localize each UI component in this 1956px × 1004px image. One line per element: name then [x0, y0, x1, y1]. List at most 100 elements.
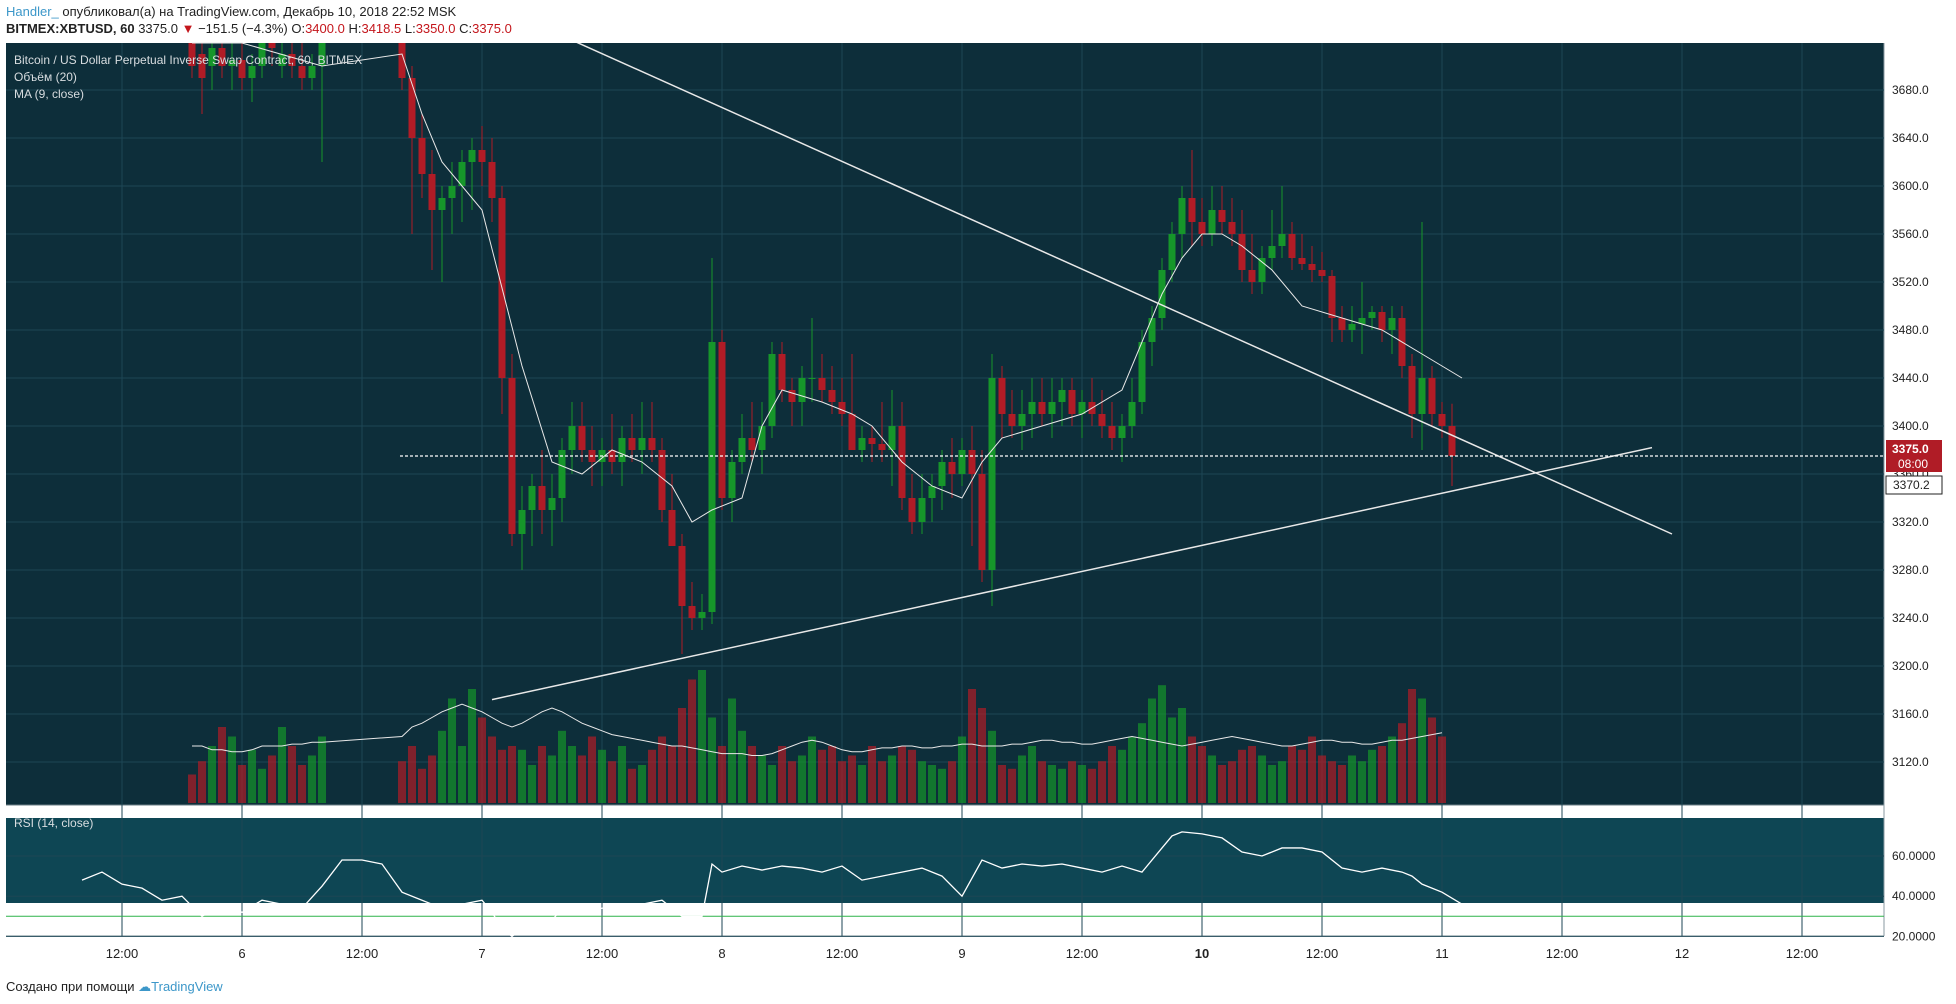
candle-body	[698, 612, 706, 618]
price-axis-labels: 3680.0 3640.0 3600.0 3560.0 3520.0 3480.0 3440…	[1885, 83, 1943, 769]
volume-bar	[208, 746, 216, 803]
volume-bar	[808, 736, 816, 803]
volume-bars	[188, 670, 1446, 803]
low-value: 3350.0	[415, 21, 456, 36]
candle-body	[568, 426, 576, 450]
price-change: −151.5 (−4.3%)	[198, 21, 288, 36]
volume-bar	[1438, 736, 1446, 803]
volume-bar	[1168, 717, 1176, 803]
candle-body	[1038, 402, 1046, 414]
volume-bar	[398, 761, 406, 803]
volume-bar	[818, 749, 826, 803]
volume-bar	[588, 736, 596, 803]
candle-body	[1428, 378, 1436, 414]
candle-body	[848, 414, 856, 450]
volume-bar	[1358, 761, 1366, 803]
volume-bar	[1008, 768, 1016, 803]
volume-bar	[558, 730, 566, 803]
price-tick-label: 3640.0	[1892, 131, 1929, 145]
volume-bar	[918, 761, 926, 803]
volume-bar	[1218, 765, 1226, 803]
volume-bar	[728, 698, 736, 803]
price-tick-label: 3520.0	[1892, 275, 1929, 289]
time-tick-label: 12:00	[1546, 946, 1579, 961]
candle-body	[858, 438, 866, 450]
candle-body	[958, 450, 966, 474]
tradingview-link[interactable]: TradingView	[151, 979, 223, 994]
candle-body	[228, 60, 236, 66]
candle-body	[188, 43, 196, 66]
candle-body	[768, 354, 776, 426]
last-price: 3375.0	[138, 21, 178, 36]
volume-bar	[608, 761, 616, 803]
candle-body	[638, 438, 646, 450]
published-info: Handler_ опубликовал(а) на TradingView.c…	[6, 4, 456, 19]
candle-body	[1268, 246, 1276, 258]
candle-body	[1228, 222, 1236, 234]
candle-body	[1318, 270, 1326, 276]
volume-bar	[678, 708, 686, 803]
candle-body	[1138, 342, 1146, 402]
price-tick-label: 3440.0	[1892, 371, 1929, 385]
time-tick-label: 8	[718, 946, 725, 961]
volume-bar	[928, 765, 936, 803]
candle-body	[728, 462, 736, 498]
close-label: C:	[459, 21, 473, 36]
volume-bar	[578, 755, 586, 803]
volume-bar	[1098, 761, 1106, 803]
candle-body	[708, 342, 716, 612]
author-link[interactable]: Handler_	[6, 4, 59, 19]
volume-bar	[198, 761, 206, 803]
volume-bar	[268, 755, 276, 803]
main-pane[interactable]	[6, 43, 1884, 805]
candle-body	[688, 606, 696, 618]
volume-bar	[418, 768, 426, 803]
volume-bar	[698, 670, 706, 803]
volume-bar	[828, 746, 836, 803]
volume-bar	[258, 768, 266, 803]
volume-bar	[1298, 749, 1306, 803]
candle-body	[1388, 318, 1396, 330]
volume-bar	[1308, 736, 1316, 803]
volume-bar	[1148, 698, 1156, 803]
time-tick-label: 12:00	[1786, 946, 1819, 961]
volume-bar	[318, 736, 326, 803]
candle-body	[718, 342, 726, 498]
candle-body	[1218, 210, 1226, 222]
volume-bar	[1248, 746, 1256, 803]
candle-body	[248, 66, 256, 78]
ma-legend: MA (9, close)	[14, 87, 84, 101]
volume-bar	[798, 755, 806, 803]
volume-bar	[1238, 749, 1246, 803]
volume-bar	[938, 768, 946, 803]
trendline	[491, 446, 1653, 701]
change-arrow-icon: ▼	[181, 21, 195, 36]
time-axis[interactable]	[6, 936, 1884, 966]
volume-bar	[1338, 765, 1346, 803]
time-tick-label: 10	[1195, 946, 1209, 961]
volume-bar	[488, 736, 496, 803]
volume-bar	[298, 765, 306, 803]
candle-body	[1308, 264, 1316, 270]
volume-bar	[748, 746, 756, 803]
candle-body	[488, 162, 496, 198]
tradingview-logo-icon[interactable]: ☁	[138, 979, 152, 994]
last-price-badge	[1886, 440, 1942, 472]
candle-body	[1278, 234, 1286, 246]
volume-bar	[838, 761, 846, 803]
symbol-info: BITMEX:XBTUSD, 60 3375.0 ▼ −151.5 (−4.3%…	[6, 21, 512, 36]
candle-body	[788, 390, 796, 402]
volume-bar	[1288, 746, 1296, 803]
low-label: L:	[404, 21, 416, 36]
time-tick-label: 12:00	[826, 946, 859, 961]
candle-body	[1128, 402, 1136, 426]
candle-body	[1408, 366, 1416, 414]
rsi-line	[81, 831, 1463, 938]
volume-bar	[638, 765, 646, 803]
volume-bar	[528, 765, 536, 803]
volume-bar	[548, 755, 556, 803]
price-tick-label: 3480.0	[1892, 323, 1929, 337]
volume-bar	[688, 679, 696, 803]
volume-bar	[758, 755, 766, 803]
